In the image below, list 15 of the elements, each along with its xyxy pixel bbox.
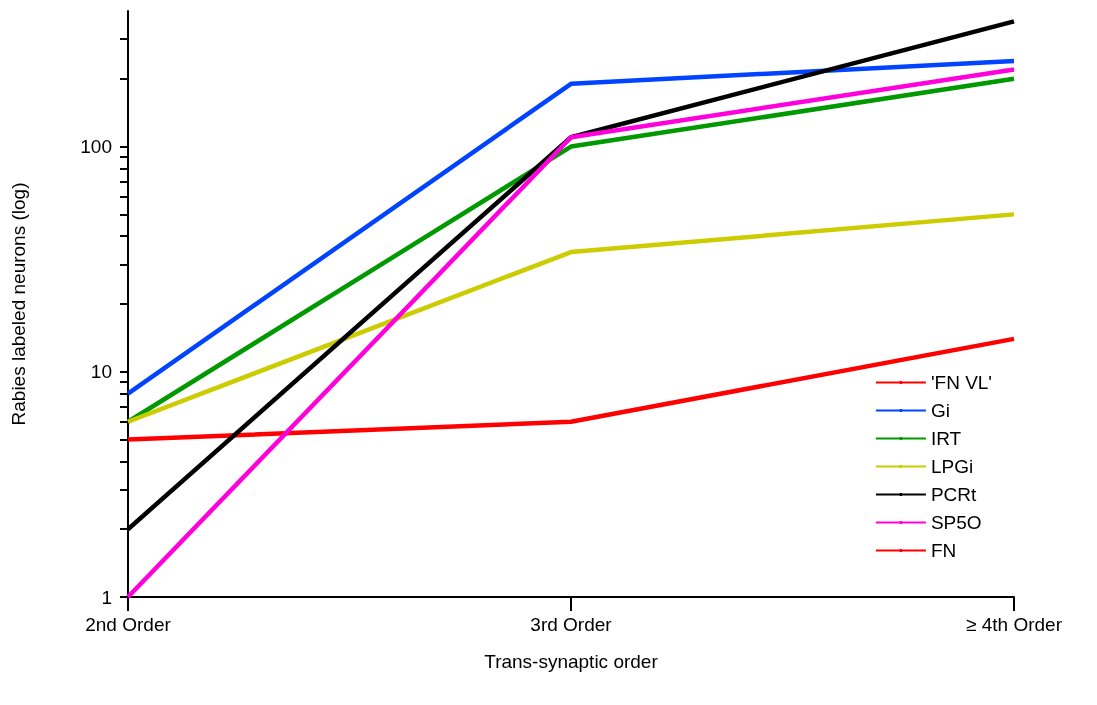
legend-label: LPGi <box>930 456 974 477</box>
legend-label: FN <box>930 540 957 561</box>
x-tick-label: ≥ 4th Order <box>966 614 1063 635</box>
y-tick-label: 10 <box>90 361 112 383</box>
x-tick-label: 3rd Order <box>530 614 613 635</box>
legend-label: SP5O <box>930 512 982 533</box>
legend-label: PCRt <box>930 484 978 505</box>
y-tick-label: 100 <box>80 136 112 158</box>
y-tick-label: 1 <box>101 586 112 608</box>
y-axis-title: Rabies labeled neurons (log) <box>8 182 29 426</box>
x-axis-title: Trans-synaptic order <box>484 651 659 672</box>
legend-label: IRT <box>930 428 962 449</box>
legend-label: 'FN VL' <box>930 372 993 393</box>
legend-label: Gi <box>930 400 950 421</box>
x-tick-label: 2nd Order <box>85 614 172 635</box>
